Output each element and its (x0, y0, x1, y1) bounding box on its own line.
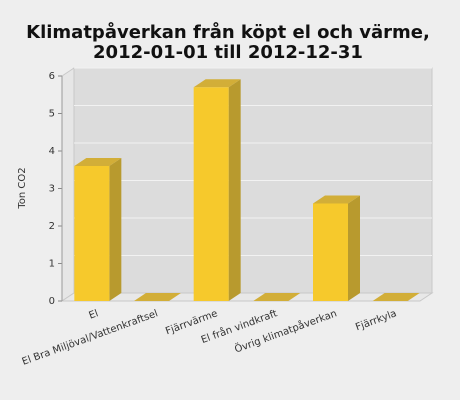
bar-top (134, 293, 181, 301)
bar (313, 203, 348, 301)
x-tick-label: El (88, 308, 100, 321)
bar-side (109, 158, 122, 301)
bar-side (228, 79, 241, 301)
y-axis-label: Ton CO2 (17, 167, 28, 209)
bar-top (253, 293, 301, 301)
bar-top (74, 158, 122, 166)
y-tick-label: 6 (49, 71, 55, 82)
bar-side (348, 195, 360, 301)
chart-title: Klimatpåverkan från köpt el och värme, (26, 21, 430, 43)
chart-title: 2012-01-01 till 2012-12-31 (93, 42, 363, 63)
bar-top (313, 195, 360, 204)
bar (193, 87, 229, 301)
y-tick-label: 5 (49, 109, 55, 120)
y-tick-label: 0 (49, 296, 55, 307)
bar-top (372, 293, 420, 301)
side-wall (61, 67, 75, 302)
y-tick-label: 2 (49, 221, 55, 232)
y-tick-label: 4 (49, 146, 55, 157)
bar-top (193, 79, 241, 88)
bar (74, 166, 110, 301)
y-tick-label: 1 (49, 259, 55, 270)
y-tick-label: 3 (49, 184, 55, 195)
